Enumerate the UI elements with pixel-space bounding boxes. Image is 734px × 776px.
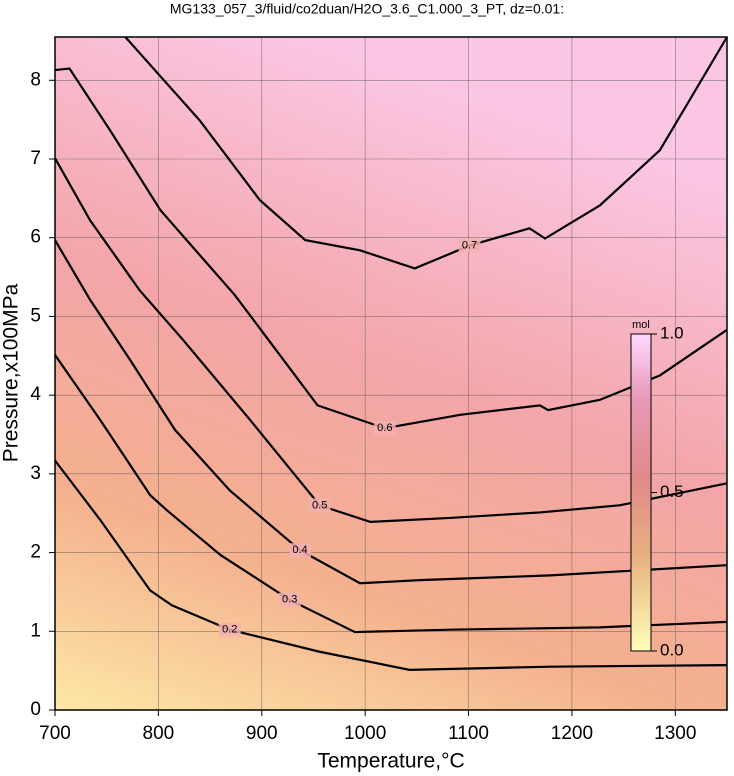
y-tick-label: 7 [30, 148, 41, 169]
y-tick-label: 1 [30, 620, 41, 641]
contours: 0.2 0.3 0.4 0.5 0.6 0.7 [54, 36, 728, 671]
plot-background [55, 37, 727, 710]
contour-label-bg [218, 622, 241, 637]
contour-label: 0.5 [312, 499, 327, 511]
contour-label: 0.7 [462, 239, 477, 251]
x-tick-label: 900 [246, 723, 278, 744]
y-tick-label: 3 [30, 463, 41, 484]
y-tick-label: 5 [30, 305, 41, 326]
contour-label-bg [458, 238, 481, 253]
contour-label: 0.3 [282, 594, 297, 606]
colorbar [630, 333, 652, 652]
contour-label-bg [289, 543, 312, 558]
contour-label: 0.6 [377, 422, 392, 434]
colorbar-label: mol [632, 319, 650, 331]
colorbar-tick-label: 1.0 [660, 323, 684, 342]
grid [54, 37, 727, 711]
x-tick-label: 1200 [551, 723, 593, 744]
x-axis-label: Temperature,°C [317, 750, 464, 773]
contour-line [124, 36, 728, 270]
contour-label-bg [278, 592, 301, 607]
plot-frame [54, 36, 728, 711]
contour-line [54, 239, 728, 585]
y-tick-label: 6 [30, 227, 41, 248]
colorbar-tick-label: 0.5 [660, 482, 684, 501]
contour-label: 0.2 [222, 624, 237, 636]
x-tick-label: 1000 [344, 723, 386, 744]
y-tick-label: 8 [30, 69, 41, 90]
contour-label-bg [308, 498, 331, 513]
contour-line [54, 354, 728, 634]
y-tick-label: 4 [30, 384, 41, 405]
contour-label: 0.4 [292, 544, 307, 556]
x-tick-label: 1100 [448, 723, 489, 744]
chart-title: MG133_057_3/fluid/co2duan/H2O_3.6_C1.000… [170, 1, 564, 17]
x-tick-label: 800 [143, 723, 175, 744]
y-tick-label: 0 [30, 699, 41, 720]
y-axis-label: Pressure,x100MPa [0, 283, 23, 462]
y-tick-label: 2 [30, 542, 41, 563]
x-tick-label: 700 [39, 723, 71, 744]
colorbar-tick-label: 0.0 [660, 640, 684, 659]
contour-label-bg [373, 421, 396, 436]
x-tick-label: 1300 [654, 723, 696, 744]
